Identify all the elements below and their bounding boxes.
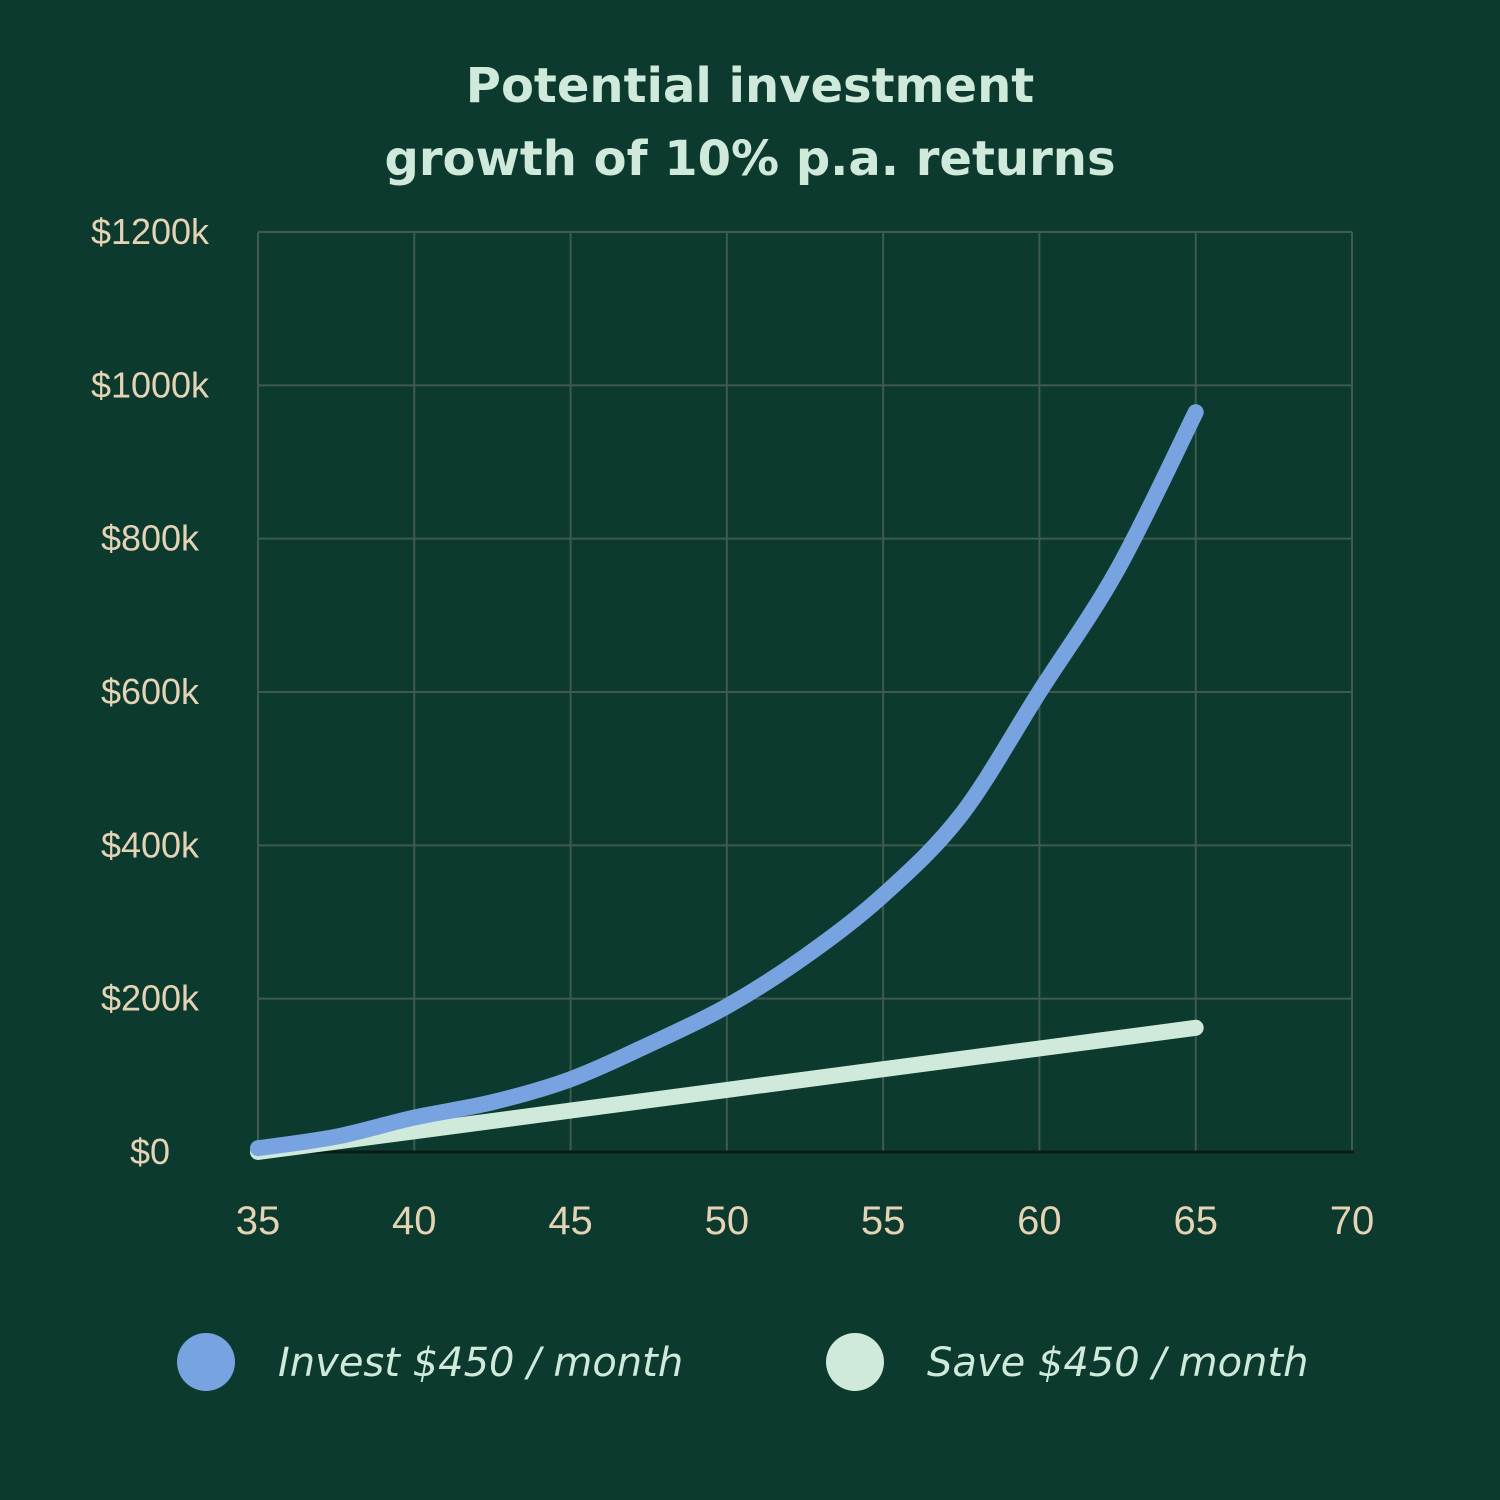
y-tick-label: $200k: [101, 978, 200, 1019]
x-tick-label: 40: [392, 1199, 437, 1243]
y-tick-label: $0: [130, 1131, 170, 1172]
x-tick-label: 55: [861, 1199, 906, 1243]
chart-title-line-1: Potential investment: [466, 58, 1034, 114]
x-tick-label: 45: [548, 1199, 593, 1243]
y-tick-label: $1000k: [91, 364, 210, 405]
legend: Invest $450 / month Save $450 / month: [177, 1333, 1308, 1391]
y-tick-label: $600k: [101, 671, 200, 712]
x-axis-ticks: 35 40 45 50 55 60 65 70: [236, 1199, 1375, 1243]
series-line-invest: [250, 404, 1204, 1157]
x-tick-label: 50: [705, 1199, 750, 1243]
y-tick-label: $400k: [101, 824, 200, 865]
x-tick-label: 65: [1173, 1199, 1218, 1243]
legend-label-save: Save $450 / month: [927, 1340, 1308, 1386]
x-tick-label: 70: [1330, 1199, 1375, 1243]
y-axis-ticks: $0 $200k $400k $600k $800k $1000k $1200k: [91, 211, 210, 1172]
grid: [257, 231, 1354, 1154]
series-lines: [250, 404, 1204, 1160]
chart-title-line-2: growth of 10% p.a. returns: [384, 131, 1115, 187]
x-tick-label: 35: [236, 1199, 281, 1243]
legend-label-invest: Invest $450 / month: [278, 1340, 683, 1386]
series-line-save: [250, 1019, 1204, 1160]
chart-title: Potential investment growth of 10% p.a. …: [384, 58, 1115, 187]
y-tick-label: $1200k: [91, 211, 210, 252]
legend-swatch-save: [826, 1333, 884, 1391]
y-tick-label: $800k: [101, 518, 200, 559]
legend-swatch-invest: [177, 1333, 235, 1391]
x-tick-label: 60: [1017, 1199, 1062, 1243]
